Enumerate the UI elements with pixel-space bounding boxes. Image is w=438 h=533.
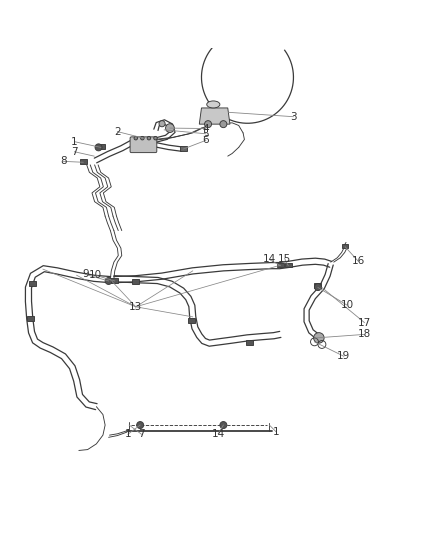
Text: 13: 13 bbox=[129, 302, 142, 312]
Bar bbox=[314, 284, 321, 288]
Bar bbox=[97, 144, 105, 149]
Bar bbox=[132, 279, 139, 284]
Circle shape bbox=[137, 422, 144, 429]
Text: 7: 7 bbox=[71, 147, 78, 157]
Bar bbox=[80, 159, 87, 164]
Circle shape bbox=[205, 120, 212, 128]
Text: 10: 10 bbox=[89, 270, 102, 280]
Circle shape bbox=[147, 136, 151, 140]
Bar bbox=[342, 244, 348, 248]
Circle shape bbox=[159, 120, 165, 127]
Text: 5: 5 bbox=[202, 129, 209, 139]
Text: 19: 19 bbox=[337, 351, 350, 361]
Bar bbox=[246, 341, 253, 345]
Circle shape bbox=[105, 278, 112, 285]
Circle shape bbox=[95, 144, 102, 151]
Text: 1: 1 bbox=[272, 426, 279, 437]
Text: 18: 18 bbox=[358, 329, 371, 340]
Circle shape bbox=[220, 120, 227, 128]
Bar bbox=[277, 263, 284, 268]
Circle shape bbox=[314, 333, 324, 343]
Bar bbox=[29, 281, 36, 286]
Circle shape bbox=[154, 136, 157, 140]
Text: 7: 7 bbox=[138, 429, 145, 439]
Circle shape bbox=[166, 124, 174, 133]
Text: 15: 15 bbox=[278, 254, 291, 264]
Text: 9: 9 bbox=[82, 269, 89, 279]
Text: 4: 4 bbox=[202, 124, 209, 134]
Polygon shape bbox=[199, 108, 230, 124]
Bar bbox=[180, 147, 187, 151]
FancyBboxPatch shape bbox=[130, 137, 157, 152]
Text: 10: 10 bbox=[340, 300, 353, 310]
Text: 1: 1 bbox=[124, 429, 131, 439]
Text: 14: 14 bbox=[263, 254, 276, 264]
Text: 6: 6 bbox=[202, 135, 209, 146]
Ellipse shape bbox=[207, 101, 220, 108]
Circle shape bbox=[220, 422, 227, 429]
Bar bbox=[27, 316, 34, 321]
Text: 2: 2 bbox=[114, 127, 121, 136]
Text: 14: 14 bbox=[212, 429, 225, 439]
Circle shape bbox=[314, 284, 321, 290]
Bar bbox=[111, 278, 118, 283]
Text: 17: 17 bbox=[358, 318, 371, 328]
Text: 3: 3 bbox=[290, 112, 297, 122]
Bar bbox=[285, 263, 292, 268]
Text: 16: 16 bbox=[352, 256, 365, 266]
Circle shape bbox=[134, 136, 138, 140]
Circle shape bbox=[141, 136, 144, 140]
Bar bbox=[188, 318, 195, 323]
Text: 1: 1 bbox=[71, 136, 78, 147]
Text: 8: 8 bbox=[60, 156, 67, 166]
